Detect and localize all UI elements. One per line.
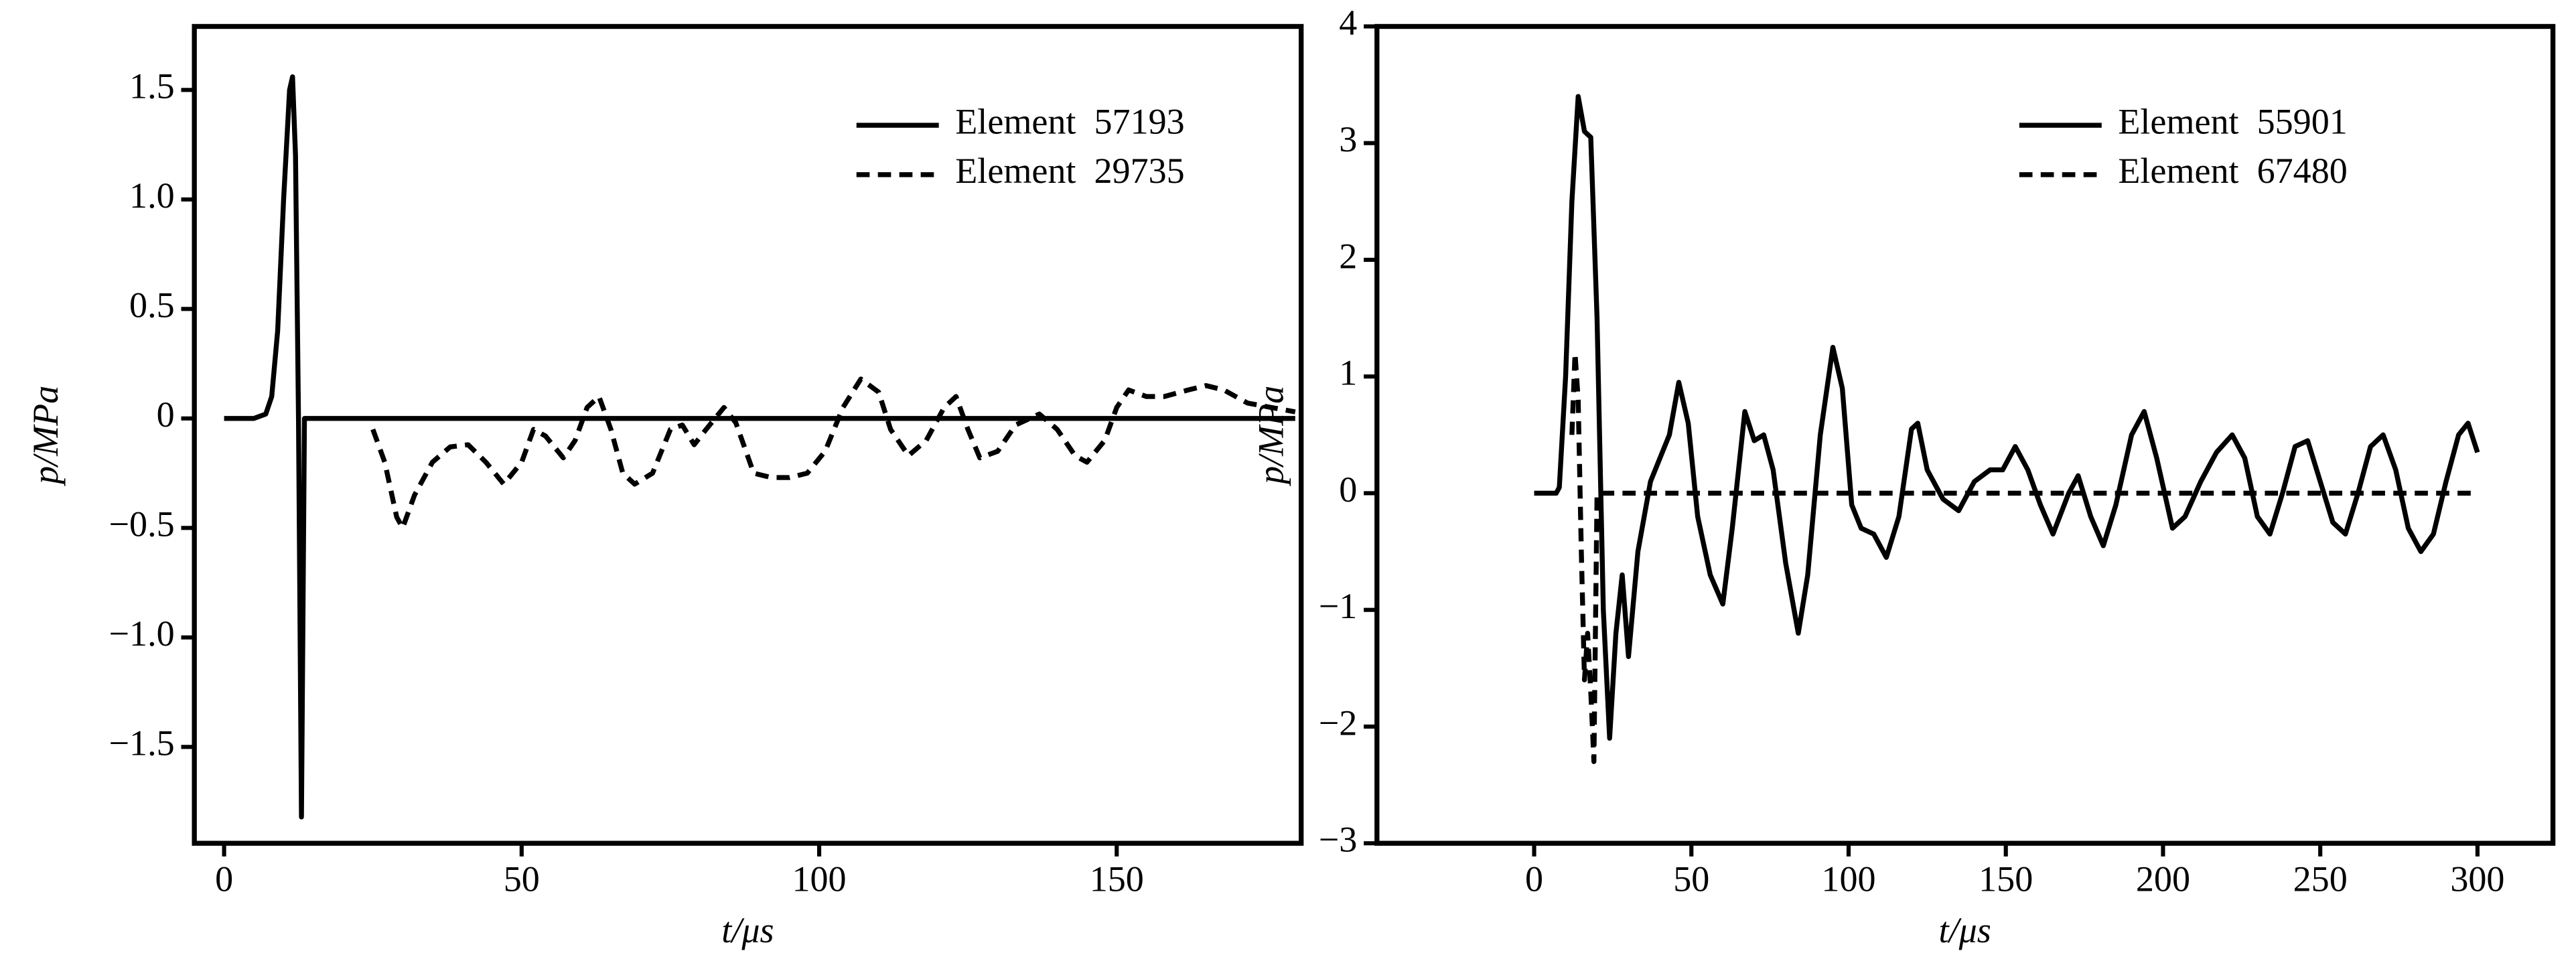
- y-tick-label: −3: [1319, 820, 1358, 860]
- x-tick-label: 300: [2450, 859, 2504, 899]
- y-tick-label: 2: [1339, 236, 1357, 276]
- y-tick-label: 1.5: [129, 66, 175, 106]
- x-tick-label: 200: [2136, 859, 2190, 899]
- legend-label: Element 57193: [955, 101, 1184, 141]
- legend-label: Element 67480: [2118, 151, 2347, 191]
- series-line: [1569, 350, 2478, 764]
- y-tick-label: 0: [1339, 469, 1357, 510]
- series-line: [370, 376, 1296, 530]
- legend-label: Element 29735: [955, 151, 1184, 191]
- x-axis-label: t/μs: [721, 910, 774, 950]
- y-tick-label: −1.0: [109, 613, 175, 654]
- x-tick-label: 50: [504, 859, 540, 899]
- x-tick-label: 100: [1821, 859, 1875, 899]
- series-line: [224, 74, 1295, 820]
- x-tick-label: 0: [1525, 859, 1543, 899]
- x-tick-label: 150: [1979, 859, 2033, 899]
- y-tick-label: 0: [157, 394, 175, 435]
- y-tick-label: −1.5: [109, 723, 175, 763]
- series-line: [1534, 94, 2480, 741]
- y-tick-label: 0.5: [129, 285, 175, 325]
- y-tick-label: −0.5: [109, 504, 175, 544]
- x-tick-label: 50: [1673, 859, 1709, 899]
- plot-frame: [192, 23, 1304, 846]
- y-tick-label: −2: [1319, 703, 1358, 743]
- x-tick-label: 100: [792, 859, 846, 899]
- y-tick-label: −1: [1319, 586, 1358, 626]
- x-tick-label: 250: [2293, 859, 2348, 899]
- y-axis-label: p/MPa: [25, 386, 66, 487]
- plot-frame: [1374, 23, 2556, 846]
- x-tick-label: 0: [215, 859, 233, 899]
- legend-label: Element 55901: [2118, 101, 2347, 141]
- x-axis-label: t/μs: [1939, 910, 1991, 950]
- y-tick-label: 4: [1339, 3, 1357, 43]
- y-tick-label: 1: [1339, 353, 1357, 393]
- x-tick-label: 150: [1090, 859, 1144, 899]
- y-tick-label: 3: [1339, 119, 1357, 159]
- y-tick-label: 1.0: [129, 175, 175, 216]
- y-axis-label: p/MPa: [1251, 386, 1291, 487]
